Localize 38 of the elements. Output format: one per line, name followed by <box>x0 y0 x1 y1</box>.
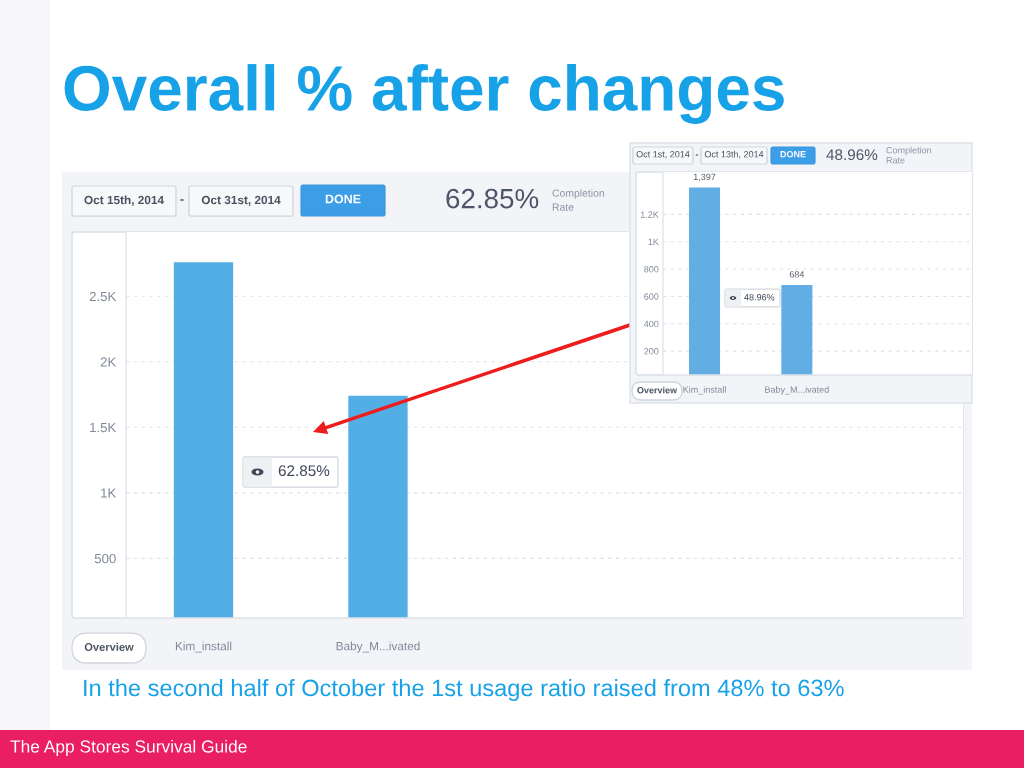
annotation: 48.96% <box>744 294 775 301</box>
x-tick-label: Baby_M...ivated <box>336 641 420 653</box>
text: Overview <box>84 642 134 651</box>
text: Oct 15th, 2014 <box>84 195 164 206</box>
x-tick-label: Kim_install <box>683 386 726 395</box>
text: Rate <box>886 157 905 164</box>
data-label: 1,397 <box>693 173 716 182</box>
text: Oct 1st, 2014 <box>636 151 690 159</box>
y-tick-label: 500 <box>94 553 116 564</box>
y-tick-label: 1.2K <box>640 211 659 218</box>
text: DONE <box>780 151 806 158</box>
data-label: 684 <box>789 271 805 278</box>
text: 48.96% <box>826 149 878 161</box>
text: 62.85% <box>446 188 539 209</box>
y-tick-label: 2K <box>100 357 117 367</box>
text: The App Stores Survival Guide <box>10 739 247 757</box>
y-tick-label: 800 <box>644 266 659 273</box>
text: Rate <box>552 203 574 211</box>
text: Completion <box>552 189 605 199</box>
y-tick-label: 1K <box>648 238 659 245</box>
chart-title: Overall % after changes <box>64 64 784 124</box>
x-tick-label: Kim_install <box>175 641 232 653</box>
text: - <box>695 154 699 156</box>
y-tick-label: 2.5K <box>89 291 117 302</box>
y-tick-label: 1.5K <box>90 423 117 433</box>
text: Oct 13th, 2014 <box>704 150 764 159</box>
annotation: 62.85% <box>278 465 330 477</box>
text: DONE <box>325 194 361 204</box>
text: Oct 31st, 2014 <box>201 195 281 206</box>
y-tick-label: 200 <box>644 348 659 355</box>
y-tick-label: 400 <box>643 320 659 328</box>
text: Overview <box>637 386 678 394</box>
x-tick-label: Baby_M...ivated <box>765 386 829 395</box>
y-tick-label: 1K <box>101 488 117 498</box>
y-tick-label: 600 <box>644 293 659 300</box>
text: Completion <box>886 146 932 156</box>
text: - <box>180 199 184 201</box>
text: In the second half of October the 1st usage ratio raised from 48% to 63% <box>84 678 844 702</box>
